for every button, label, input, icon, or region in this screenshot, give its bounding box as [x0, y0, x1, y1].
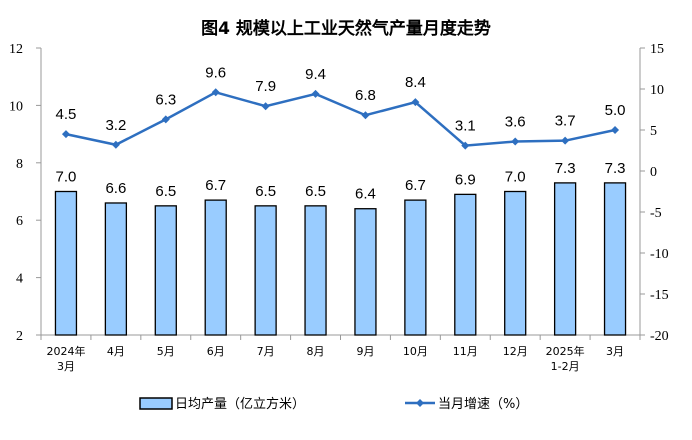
left-tick-label: 4 — [16, 272, 23, 287]
bar-data-label: 6.5 — [155, 183, 176, 200]
left-tick-label: 10 — [9, 99, 23, 114]
right-tick-label: 5 — [650, 124, 657, 139]
bar — [154, 205, 177, 336]
line-marker — [211, 88, 220, 97]
bar-data-label: 7.0 — [56, 169, 77, 186]
line-marker — [461, 141, 470, 150]
line-marker — [411, 98, 420, 107]
legend-bar-swatch — [139, 397, 173, 410]
right-tick-label: -15 — [650, 288, 669, 303]
line-data-label: 8.4 — [405, 74, 426, 91]
x-tick-label: 8月 — [307, 345, 325, 358]
x-tick-label: 3月 — [606, 345, 624, 358]
line-data-label: 9.4 — [305, 66, 326, 83]
right-tick-label: -10 — [650, 247, 669, 262]
bar-data-label: 7.3 — [555, 160, 576, 177]
line-data-label: 6.3 — [155, 91, 176, 108]
bar-data-label: 6.9 — [455, 171, 476, 188]
bar — [104, 202, 128, 336]
x-tick-label: 6月 — [207, 345, 225, 358]
bar — [404, 199, 427, 336]
line-marker — [311, 89, 320, 98]
bar — [454, 193, 477, 336]
line-marker — [61, 130, 70, 139]
bar — [254, 205, 277, 336]
line-data-label: 6.8 — [355, 87, 376, 104]
left-tick-label: 2 — [16, 329, 23, 344]
bar — [204, 199, 227, 336]
bar — [304, 205, 327, 336]
line-data-label: 3.7 — [555, 113, 576, 130]
legend-line-marker — [416, 399, 424, 407]
line-data-label: 5.0 — [605, 102, 626, 119]
bar — [354, 208, 377, 336]
line-marker — [511, 137, 520, 146]
right-tick-label: 15 — [650, 42, 664, 57]
bar-data-label: 7.3 — [605, 160, 626, 177]
bar-data-label: 6.5 — [255, 183, 276, 200]
x-tick-label: 9月 — [356, 345, 374, 358]
bar-data-label: 6.7 — [405, 177, 426, 194]
left-tick-label: 6 — [16, 214, 23, 229]
x-tick-label: 1-2月 — [551, 360, 580, 373]
line-data-label: 7.9 — [255, 78, 276, 95]
bar-data-label: 6.6 — [105, 180, 126, 197]
x-tick-label: 12月 — [503, 345, 528, 358]
line-data-label: 3.6 — [505, 113, 526, 130]
left-tick-label: 12 — [9, 42, 23, 57]
x-tick-label: 3月 — [57, 360, 75, 373]
legend-bar-label: 日均产量（亿立方米） — [175, 396, 305, 412]
bar — [553, 182, 577, 336]
line-data-label: 9.6 — [205, 64, 226, 81]
x-tick-label: 2025年 — [546, 344, 585, 358]
right-tick-label: -5 — [650, 206, 662, 221]
line-data-label: 3.2 — [105, 117, 126, 134]
left-tick-label: 8 — [16, 157, 23, 172]
x-tick-label: 11月 — [453, 345, 478, 358]
right-tick-label: 10 — [650, 83, 664, 98]
line-marker — [161, 115, 170, 124]
bar — [603, 182, 627, 336]
line-marker — [111, 140, 120, 149]
x-tick-label: 2024年 — [46, 344, 85, 358]
bar — [54, 190, 78, 336]
line-data-label: 4.5 — [56, 106, 77, 123]
line-data-label: 3.1 — [455, 118, 476, 135]
line-marker — [361, 111, 370, 120]
x-tick-label: 5月 — [157, 345, 175, 358]
x-tick-label: 4月 — [107, 345, 125, 358]
line-marker — [261, 102, 270, 111]
growth-line — [65, 90, 616, 147]
bar-data-label: 6.7 — [205, 177, 226, 194]
x-tick-label: 10月 — [403, 345, 428, 358]
line-marker — [611, 126, 620, 134]
bar-data-label: 7.0 — [505, 169, 526, 186]
legend-line-label: 当月增速（%） — [438, 397, 528, 412]
right-tick-label: -20 — [650, 329, 669, 344]
chart-title: 图4 规模以上工业天然气产量月度走势 — [201, 19, 491, 39]
line-marker — [561, 136, 570, 145]
right-tick-label: 0 — [650, 165, 657, 180]
bar-data-label: 6.4 — [355, 186, 376, 203]
x-tick-label: 7月 — [257, 345, 275, 358]
bar-data-label: 6.5 — [305, 183, 326, 200]
bar — [504, 190, 527, 336]
